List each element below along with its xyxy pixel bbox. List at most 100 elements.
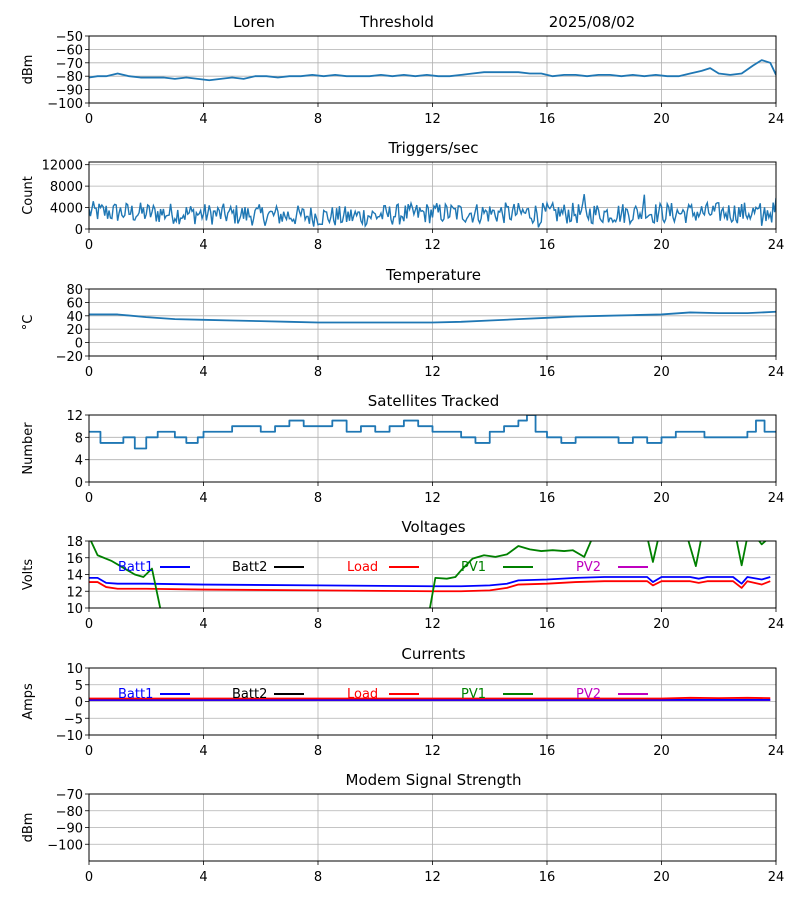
legend-label-pv1: PV1 [461,687,486,702]
y-tick-label: 4000 [50,202,83,217]
x-tick-label: 4 [199,870,207,885]
x-tick-label: 12 [424,365,441,380]
x-tick-label: 12 [424,870,441,885]
y-axis-label: Volts [21,559,36,591]
x-tick-label: 4 [199,112,207,127]
y-tick-label: −10 [56,729,83,744]
y-tick-label: 80 [66,283,83,298]
y-tick-label: 60 [66,296,83,311]
x-tick-label: 16 [539,112,556,127]
y-axis-label: Count [21,176,36,215]
x-tick-label: 20 [653,112,670,127]
y-tick-label: −5 [64,712,83,727]
x-tick-label: 16 [539,870,556,885]
x-tick-label: 4 [199,238,207,253]
x-tick-label: 16 [539,238,556,253]
x-tick-label: 24 [768,617,785,632]
y-tick-label: 10 [66,602,83,617]
series-line-satellites [89,415,776,450]
x-tick-label: 0 [85,491,93,506]
series-line-signal [89,59,776,82]
x-tick-label: 12 [424,744,441,759]
x-tick-label: 16 [539,491,556,506]
series-line-load [89,696,771,700]
panel-title: Triggers/sec [388,139,479,157]
y-tick-label: −100 [47,838,83,853]
y-tick-label: 12 [66,409,83,424]
series-line-batt1 [89,576,771,588]
y-tick-label: −60 [56,43,83,58]
y-tick-label: −90 [56,822,83,837]
x-tick-label: 8 [314,238,322,253]
series-group [89,696,771,702]
y-tick-label: 8 [75,431,83,446]
y-axis-label: dBm [21,813,36,843]
x-tick-label: 12 [424,617,441,632]
y-tick-label: 10 [66,662,83,677]
x-tick-label: 0 [85,744,93,759]
x-tick-label: 4 [199,744,207,759]
panel-modem: 0 4 8 12 16 20 24 −100−90 −80 −70 Modem Signal Str… [21,771,784,885]
series-group [89,194,776,228]
x-tick-label: 16 [539,365,556,380]
series-group [89,59,776,82]
header: Loren Threshold 2025/08/02 [233,13,635,31]
y-tick-label: 16 [66,552,83,567]
x-tick-label: 8 [314,112,322,127]
legend-label-batt1: Batt1 [118,687,153,702]
x-tick-label: 4 [199,365,207,380]
x-tick-label: 24 [768,112,785,127]
header-station: Loren [233,13,275,31]
x-tick-label: 8 [314,491,322,506]
y-tick-label: 14 [66,569,83,584]
series-group [89,541,771,608]
x-tick-label: 0 [85,365,93,380]
series-group [89,415,776,450]
x-tick-label: 20 [653,617,670,632]
y-axis-label: °C [21,315,36,331]
y-tick-label: −90 [56,84,83,99]
x-tick-label: 0 [85,112,93,127]
panel-title: Modem Signal Strength [346,771,522,789]
x-tick-label: 16 [539,744,556,759]
y-tick-label: 4 [75,454,83,469]
y-tick-label: 0 [75,337,83,352]
panel-title: Voltages [401,518,465,536]
x-tick-label: 24 [768,238,785,253]
series-line [89,194,776,228]
header-mode: Threshold [359,13,434,31]
panel-title: Satellites Tracked [368,392,499,410]
y-tick-label: 12 [66,585,83,600]
legend-label-batt2: Batt2 [232,687,267,702]
series-group [89,310,776,324]
x-tick-label: 8 [314,617,322,632]
y-axis-label: Amps [21,683,36,720]
x-tick-label: 20 [653,744,670,759]
y-tick-label: −20 [56,350,83,365]
y-tick-label: −70 [56,57,83,72]
y-tick-label: 20 [66,323,83,338]
y-tick-label: −50 [56,30,83,45]
series-line-pv1 [89,541,767,608]
x-tick-label: 12 [424,491,441,506]
series-line-load [89,580,771,593]
y-tick-label: 0 [75,223,83,238]
y-tick-label: −100 [47,97,83,112]
panel-signal: 0 4 8 12 16 20 24 −100−90−80−70−60−50 dBm [21,30,784,127]
x-tick-label: 8 [314,744,322,759]
legend-label-pv2: PV2 [576,560,601,575]
x-tick-label: 24 [768,491,785,506]
panel-title: Currents [401,645,465,663]
x-tick-label: 16 [539,617,556,632]
legend-label-load: Load [347,687,378,702]
y-tick-label: 12000 [42,159,83,174]
x-tick-label: 12 [424,238,441,253]
x-tick-label: 8 [314,870,322,885]
legend-label-batt2: Batt2 [232,560,267,575]
y-tick-label: 8000 [50,180,83,195]
